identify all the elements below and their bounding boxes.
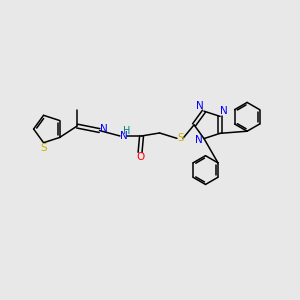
Text: N: N [100,124,107,134]
Text: N: N [120,131,128,141]
Text: N: N [195,135,203,145]
Text: H: H [123,126,130,136]
Text: N: N [196,101,204,111]
Text: O: O [136,152,144,162]
Text: S: S [40,143,46,153]
Text: N: N [220,106,228,116]
Text: S: S [178,134,184,143]
